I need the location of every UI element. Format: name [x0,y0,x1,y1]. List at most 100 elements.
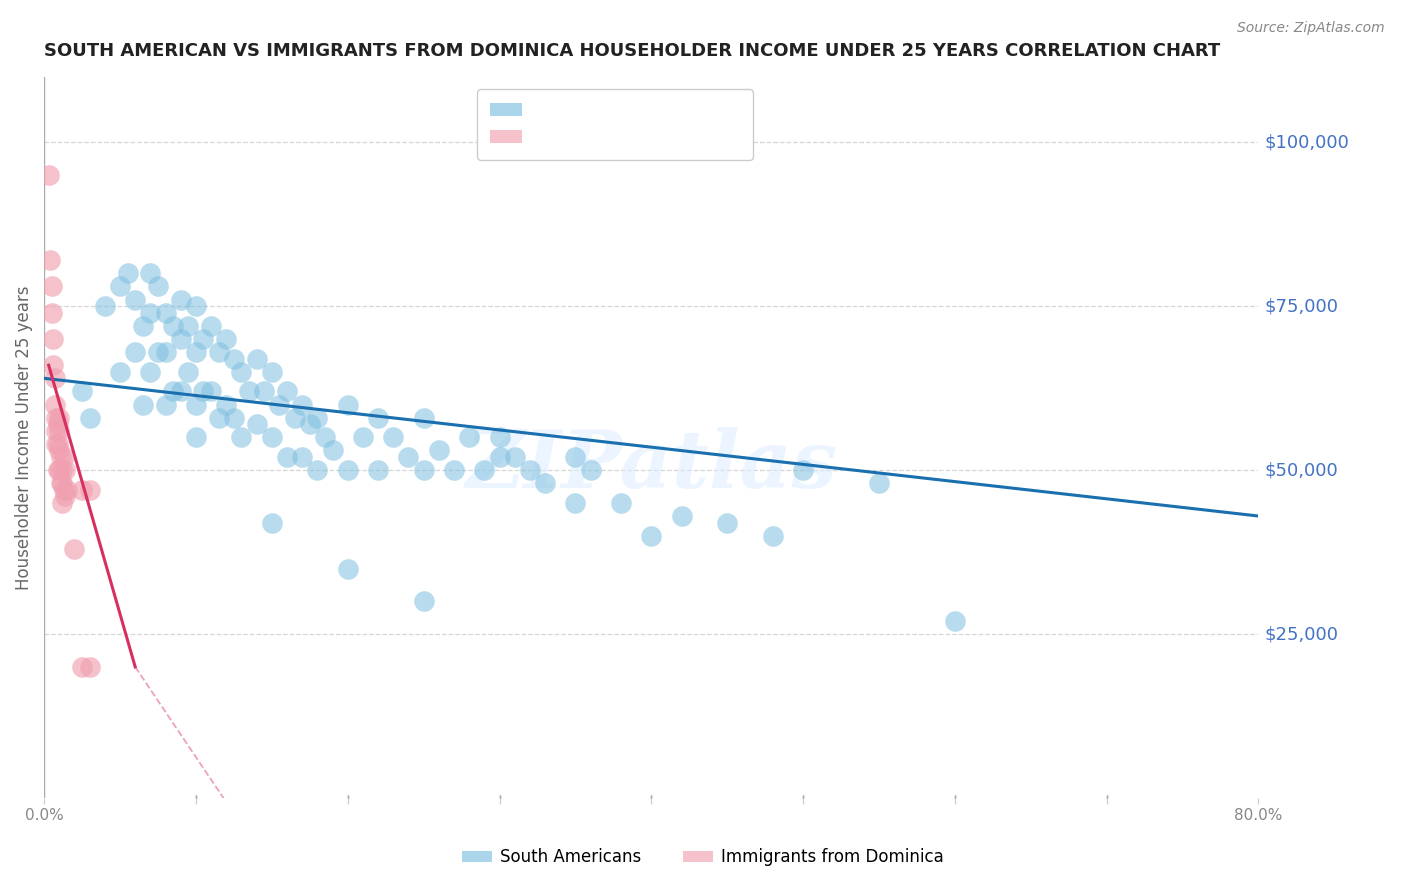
Point [39,253,62,268]
Point [94,299,117,313]
Point [412,463,434,477]
Point [184,299,207,313]
Point [184,398,207,412]
Point [146,345,169,359]
Point [222,351,245,366]
Point [170,293,193,307]
Point [177,365,200,379]
Point [716,516,738,530]
Point [260,516,283,530]
Point [108,279,131,293]
Point [146,279,169,293]
Point [564,450,586,464]
Point [231,365,253,379]
Point [640,529,662,543]
Point [53,463,76,477]
Point [519,463,541,477]
Point [396,450,419,464]
Text: $100,000: $100,000 [1264,133,1350,151]
Point [45,437,67,451]
Point [792,463,814,477]
Point [44,371,66,385]
Point [314,430,336,444]
Point [45,424,67,438]
Point [336,398,359,412]
Point [52,450,75,464]
Point [46,463,69,477]
Point [367,410,389,425]
Point [762,529,785,543]
Text: R =: R = [505,95,540,114]
Text: ZIPatlas: ZIPatlas [465,427,838,505]
Point [238,384,260,399]
Point [291,398,314,412]
Point [124,345,146,359]
Point [200,318,222,333]
Point [260,365,283,379]
Point [534,476,557,491]
Text: -0.361: -0.361 [543,120,603,137]
Point [48,443,70,458]
Point [472,463,495,477]
Point [291,450,314,464]
Point [48,463,70,477]
Text: N =: N = [606,120,644,137]
Point [70,660,93,674]
Legend:                                     ,                                     : , [477,89,752,160]
Point [184,430,207,444]
Point [70,384,93,399]
Point [155,306,177,320]
Point [79,660,101,674]
Point [46,437,69,451]
Point [51,496,73,510]
Point [193,384,215,399]
Point [108,365,131,379]
Point [42,358,65,372]
Point [184,345,207,359]
Point [488,430,510,444]
Point [139,306,162,320]
Point [412,410,434,425]
Y-axis label: Householder Income Under 25 years: Householder Income Under 25 years [15,285,32,590]
Text: $50,000: $50,000 [1264,461,1339,479]
Point [162,384,184,399]
Point [38,168,60,182]
Point [177,318,200,333]
Point [868,476,890,491]
Text: -0.228: -0.228 [543,95,603,114]
Point [284,410,307,425]
Point [307,410,329,425]
Point [412,594,434,608]
Point [139,266,162,280]
Point [671,509,693,524]
Point [215,398,238,412]
Point [41,279,63,293]
Point [222,410,245,425]
Point [132,398,155,412]
Point [44,398,66,412]
Point [200,384,222,399]
Point [162,318,184,333]
Point [246,351,269,366]
Point [564,496,586,510]
Point [132,318,155,333]
Point [503,450,526,464]
Point [48,410,70,425]
Point [139,365,162,379]
Text: N =: N = [606,95,644,114]
Point [322,443,344,458]
Text: R =: R = [505,120,540,137]
Point [246,417,269,432]
Text: 33: 33 [640,119,668,138]
Point [52,483,75,497]
Point [367,463,389,477]
Point [610,496,633,510]
Point [53,489,76,503]
Point [352,430,374,444]
Point [79,483,101,497]
Point [458,430,481,444]
Point [42,332,65,346]
Point [307,463,329,477]
Point [48,424,70,438]
Point [298,417,321,432]
